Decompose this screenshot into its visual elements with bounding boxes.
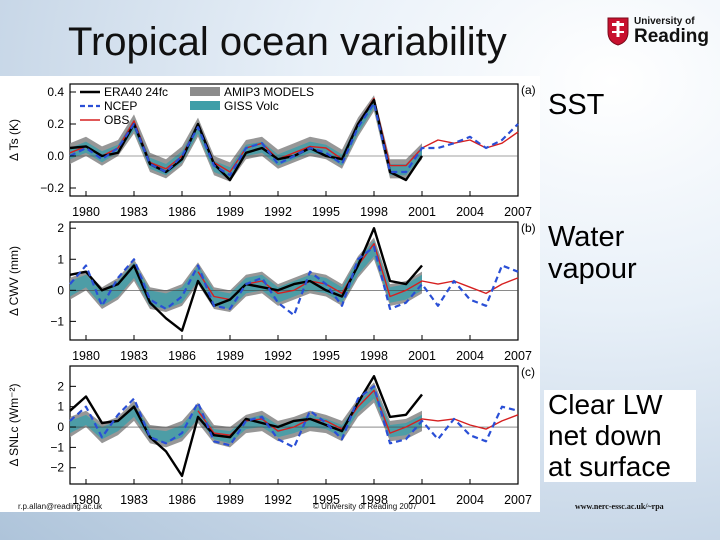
legend-label: NCEP — [104, 99, 137, 113]
y-tick-label: 0.4 — [47, 85, 64, 99]
y-tick-label: 0 — [57, 283, 64, 297]
y-tick-label: 1 — [57, 400, 64, 414]
x-tick-label: 1992 — [264, 493, 292, 507]
slide-title: Tropical ocean variability — [68, 20, 507, 64]
x-tick-label: 2007 — [504, 349, 532, 363]
x-tick-label: 1995 — [312, 493, 340, 507]
x-tick-label: 1992 — [264, 205, 292, 219]
university-logo: University of Reading — [606, 14, 709, 52]
y-axis-label: Δ Ts (K) — [7, 119, 21, 161]
legend-swatch — [190, 101, 220, 110]
x-tick-label: 2001 — [408, 493, 436, 507]
y-tick-label: 1 — [57, 252, 64, 266]
x-tick-label: 1998 — [360, 349, 388, 363]
x-tick-label: 1995 — [312, 349, 340, 363]
plot-frame — [69, 83, 519, 197]
legend-label: GISS Volc — [224, 99, 279, 113]
x-tick-label: 1989 — [216, 493, 244, 507]
x-tick-label: 2004 — [456, 205, 484, 219]
footer-url: www.nerc-essc.ac.uk/~rpa — [575, 502, 664, 511]
y-tick-label: 0 — [57, 420, 64, 434]
crest-icon — [607, 17, 629, 46]
footer-copyright: © University of Reading 2007 — [313, 502, 418, 511]
x-tick-label: 1983 — [120, 205, 148, 219]
logo-line2: Reading — [634, 26, 709, 47]
x-tick-label: 1998 — [360, 205, 388, 219]
y-tick-label: 2 — [57, 221, 64, 235]
x-tick-label: 1989 — [216, 205, 244, 219]
panel-title-water-vapour: Water vapour — [548, 221, 637, 285]
time-series-figure: −0.2 0.0 0.2 0.4 1980 1983 1986 1989 1992 1995 199… — [7, 83, 536, 507]
x-tick-label: 1986 — [168, 349, 196, 363]
panel-tag: (c) — [521, 365, 535, 379]
series-ncep — [69, 385, 519, 449]
y-axis-label: Δ SNLc (Wm⁻²) — [7, 383, 21, 466]
x-tick-label: 1995 — [312, 205, 340, 219]
legend-label: ERA40 24fc — [104, 85, 168, 99]
band-giss-volc — [70, 240, 422, 309]
footer-email: r.p.allan@reading.ac.uk — [18, 502, 103, 511]
legend-label: AMIP3 MODELS — [224, 85, 314, 99]
x-tick-label: 2007 — [504, 493, 532, 507]
y-tick-label: −0.2 — [40, 181, 64, 195]
panel-tag: (a) — [521, 83, 536, 97]
panel-2: −1 0 1 2 1980 1983 1986 1989 1992 1995 1998 2001 200… — [7, 221, 536, 363]
x-tick-label: 2007 — [504, 205, 532, 219]
x-tick-label: 2001 — [408, 205, 436, 219]
x-tick-label: 1986 — [168, 493, 196, 507]
legend-label: OBS — [104, 113, 129, 127]
x-tick-label: 1998 — [360, 493, 388, 507]
figure-area: −0.2 0.0 0.2 0.4 1980 1983 1986 1989 1992 1995 199… — [0, 76, 540, 512]
x-tick-label: 1992 — [264, 349, 292, 363]
logo-line1: University of — [634, 16, 695, 27]
panel-3: −2 −1 0 1 2 1980 1983 1986 1989 1992 1995 1998 2001 2… — [7, 365, 535, 507]
series-ncep — [69, 102, 519, 177]
x-tick-label: 1983 — [120, 493, 148, 507]
y-tick-label: 0.0 — [47, 149, 64, 163]
x-tick-label: 1980 — [72, 349, 100, 363]
panel-1: −0.2 0.0 0.2 0.4 1980 1983 1986 1989 1992 1995 199… — [7, 83, 536, 219]
x-tick-label: 1986 — [168, 205, 196, 219]
series-ncep — [69, 245, 519, 317]
x-tick-label: 2001 — [408, 349, 436, 363]
y-tick-label: −2 — [50, 461, 64, 475]
panel-tag: (b) — [521, 221, 536, 235]
y-tick-label: 0.2 — [47, 117, 64, 131]
x-tick-label: 1983 — [120, 349, 148, 363]
panel-title-clear-lw: Clear LW net down at surface — [544, 389, 696, 483]
panel-title-sst: SST — [548, 89, 605, 121]
x-tick-label: 1989 — [216, 349, 244, 363]
y-axis-label: Δ CWV (mm) — [7, 246, 21, 316]
x-tick-label: 2004 — [456, 349, 484, 363]
legend-swatch — [190, 87, 220, 96]
y-tick-label: −1 — [50, 440, 64, 454]
y-tick-label: 2 — [57, 379, 64, 393]
x-tick-label: 1980 — [72, 493, 100, 507]
x-tick-label: 2004 — [456, 493, 484, 507]
x-tick-label: 1980 — [72, 205, 100, 219]
y-tick-label: −1 — [50, 314, 64, 328]
